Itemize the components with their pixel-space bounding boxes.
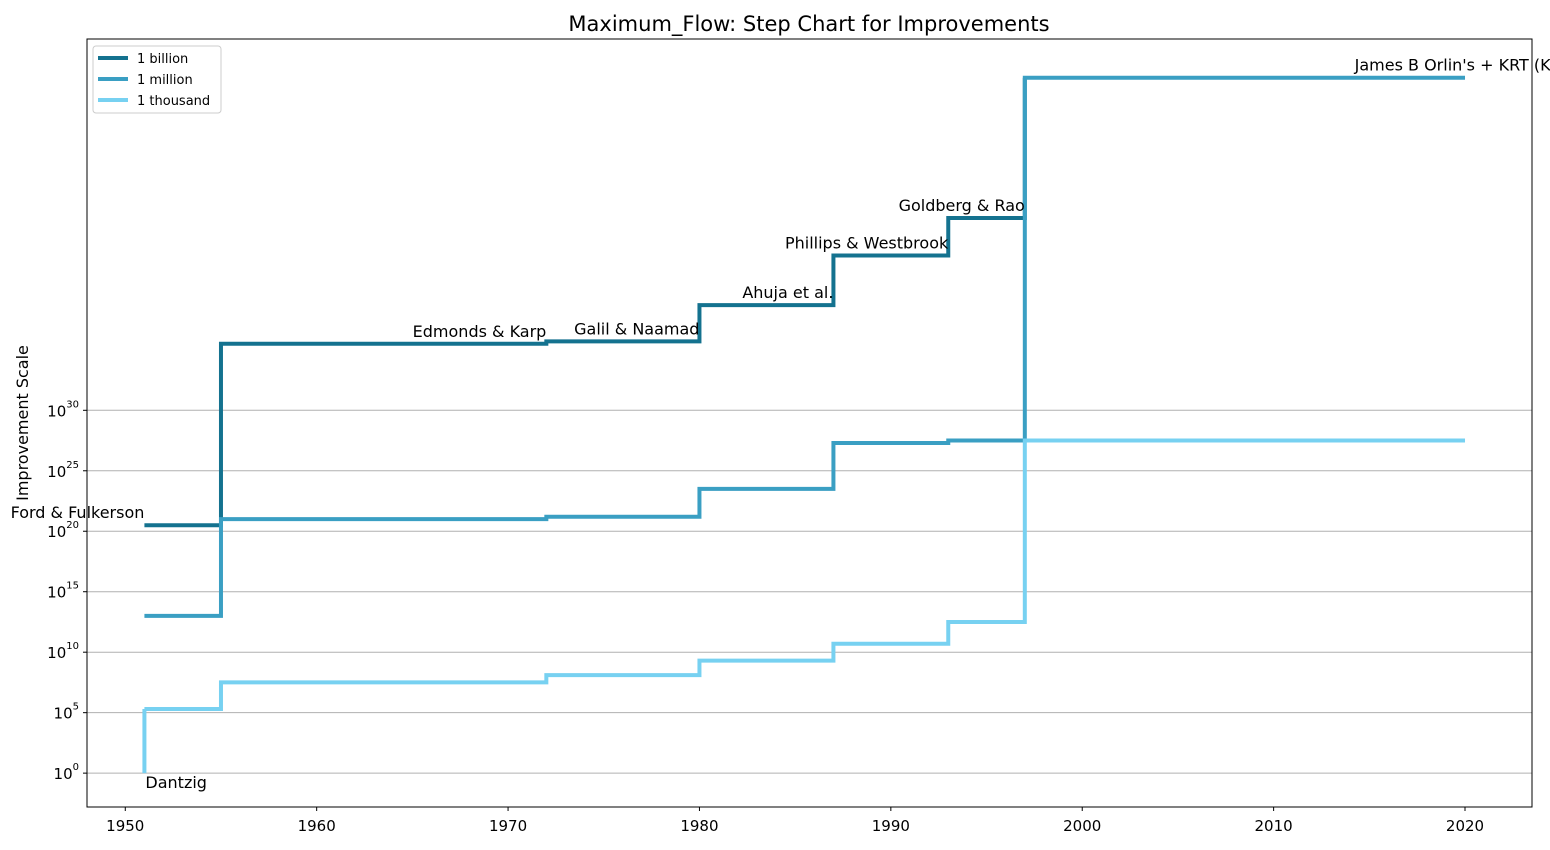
y-tick-exponent: 20 bbox=[66, 520, 79, 531]
x-tick-label: 2010 bbox=[1255, 817, 1293, 835]
x-tick-label: 2020 bbox=[1446, 817, 1484, 835]
y-tick-label: 1015 bbox=[47, 581, 79, 602]
y-tick-label: 1030 bbox=[47, 399, 79, 420]
y-tick-base: 10 bbox=[47, 402, 66, 420]
y-tick-base: 10 bbox=[54, 765, 73, 783]
y-tick-exponent: 0 bbox=[73, 762, 79, 773]
series-line bbox=[144, 77, 1027, 528]
annotation-label: James B Orlin's + KRT (King bbox=[1354, 56, 1550, 75]
x-tick-label: 1950 bbox=[106, 817, 144, 835]
chart-title: Maximum_Flow: Step Chart for Improvement… bbox=[568, 12, 1049, 37]
legend-label: 1 billion bbox=[137, 52, 188, 67]
y-axis-label: Improvement Scale bbox=[13, 345, 32, 501]
y-tick-label: 1010 bbox=[47, 641, 79, 662]
x-axis: 1950 1960 1970 1980 1990 2000 2010 2020 bbox=[106, 807, 1484, 835]
legend: 1 billion 1 million 1 thousand bbox=[92, 45, 222, 114]
y-tick-base: 10 bbox=[47, 584, 66, 602]
y-tick-label: 105 bbox=[54, 702, 79, 723]
y-gridlines bbox=[87, 409, 1532, 774]
y-tick-label: 1020 bbox=[47, 520, 79, 541]
y-tick-exponent: 5 bbox=[73, 702, 79, 713]
y-tick-base: 10 bbox=[54, 705, 73, 723]
x-tick-label: 1960 bbox=[298, 817, 336, 835]
legend-label: 1 thousand bbox=[137, 94, 210, 109]
annotation-layer: Dantzig Ford & Fulkerson Edmonds & Karp Gal… bbox=[11, 56, 1550, 792]
x-tick-label: 2000 bbox=[1063, 817, 1101, 835]
series-layer bbox=[142, 75, 1466, 774]
y-tick-base: 10 bbox=[47, 644, 66, 662]
annotation-label: Edmonds & Karp bbox=[413, 322, 547, 341]
y-tick-label: 100 bbox=[54, 762, 79, 783]
y-tick-exponent: 30 bbox=[66, 399, 79, 410]
series-line bbox=[144, 438, 1466, 712]
x-tick-label: 1970 bbox=[489, 817, 527, 835]
legend-frame bbox=[92, 45, 222, 114]
legend-label: 1 million bbox=[137, 73, 193, 88]
annotation-label: Ford & Fulkerson bbox=[11, 503, 145, 522]
y-tick-label: 1025 bbox=[47, 460, 79, 481]
annotation-label: Galil & Naamad bbox=[574, 319, 699, 338]
annotation-label: Goldberg & Rao bbox=[899, 196, 1025, 215]
plot-area-frame bbox=[86, 38, 1533, 808]
y-tick-base: 10 bbox=[47, 463, 66, 481]
annotation-label: Dantzig bbox=[145, 773, 207, 792]
y-tick-exponent: 10 bbox=[66, 641, 79, 652]
x-tick-label: 1990 bbox=[872, 817, 910, 835]
y-tick-exponent: 15 bbox=[66, 581, 79, 592]
x-tick-label: 1980 bbox=[680, 817, 718, 835]
y-tick-base: 10 bbox=[47, 523, 66, 541]
annotation-label: Ahuja et al. bbox=[742, 283, 833, 302]
series-line bbox=[144, 75, 1466, 618]
annotation-label: Phillips & Westbrook bbox=[785, 233, 949, 252]
y-tick-exponent: 25 bbox=[66, 460, 79, 471]
